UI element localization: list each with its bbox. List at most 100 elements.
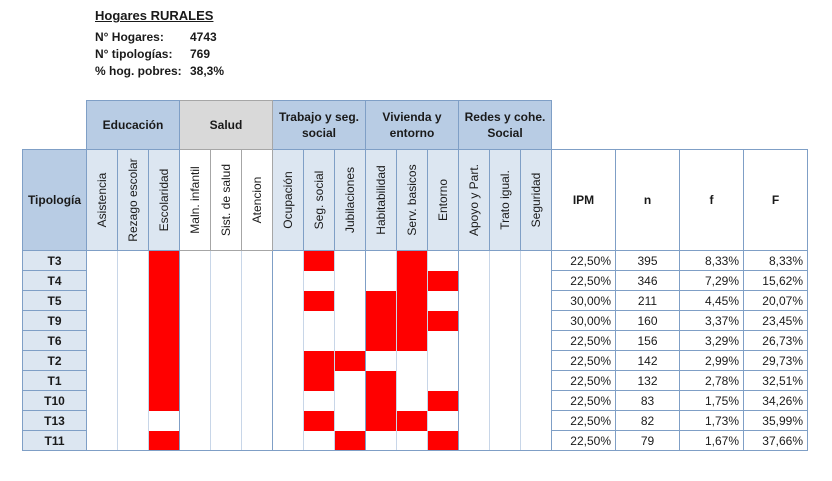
deprivation-cell — [117, 370, 149, 391]
deprivation-cell — [334, 290, 366, 311]
f-cell: 2,78% — [679, 370, 744, 391]
summary-value: 38,3% — [190, 64, 225, 78]
summary-row: % hog. pobres: 38,3% — [95, 63, 224, 80]
f-cell: 7,29% — [679, 270, 744, 291]
deprivation-cell — [241, 390, 273, 411]
dimension-header: Asistencia — [86, 149, 118, 251]
deprivation-cell — [396, 350, 428, 371]
cumulative-f-cell: 20,07% — [743, 290, 808, 311]
deprivation-cell — [334, 270, 366, 291]
corner-blank — [23, 101, 87, 150]
tipologia-cell: T3 — [22, 250, 87, 271]
poverty-typology-table: Educación Salud Trabajo y seg. social Vivie… — [22, 100, 808, 451]
deprivation-cell — [520, 350, 552, 371]
deprivation-cell — [86, 390, 118, 411]
deprivation-cell — [458, 390, 490, 411]
deprivation-mark — [365, 370, 397, 391]
tipologia-cell: T11 — [22, 430, 87, 451]
deprivation-cell — [303, 430, 335, 451]
group-header: Educación — [86, 100, 180, 150]
deprivation-cell — [489, 350, 521, 371]
ipm-cell: 22,50% — [551, 410, 616, 431]
deprivation-cell — [241, 330, 273, 351]
deprivation-mark — [427, 310, 459, 331]
deprivation-mark — [148, 250, 180, 271]
deprivation-cell — [241, 430, 273, 451]
deprivation-mark — [427, 430, 459, 451]
summary-row: N° Hogares: 4743 — [95, 29, 224, 46]
deprivation-cell — [489, 390, 521, 411]
cumulative-f-cell: 26,73% — [743, 330, 808, 351]
ipm-cell: 22,50% — [551, 430, 616, 451]
table-row: T13 22,50% 82 1,73% 35,99% — [22, 410, 808, 431]
deprivation-mark — [148, 270, 180, 291]
stat-group-blank — [744, 101, 808, 150]
ipm-cell: 22,50% — [551, 350, 616, 371]
ipm-cell: 22,50% — [551, 270, 616, 291]
deprivation-cell — [427, 410, 459, 431]
deprivation-cell — [86, 330, 118, 351]
f-cell: 1,73% — [679, 410, 744, 431]
deprivation-cell — [117, 250, 149, 271]
deprivation-cell — [458, 250, 490, 271]
deprivation-cell — [117, 290, 149, 311]
dimension-header: Seguridad — [520, 149, 552, 251]
deprivation-cell — [148, 410, 180, 431]
dimension-label: Apoyo y Part. — [467, 163, 481, 237]
dimension-header: Jubilaciones — [334, 149, 366, 251]
deprivation-mark — [396, 250, 428, 271]
f-cell: 8,33% — [679, 250, 744, 271]
deprivation-cell — [365, 250, 397, 271]
cumulative-f-cell: 35,99% — [743, 410, 808, 431]
group-header: Vivienda y entorno — [365, 100, 459, 150]
summary-value: 769 — [190, 47, 211, 61]
n-cell: 395 — [615, 250, 680, 271]
deprivation-cell — [303, 270, 335, 291]
deprivation-cell — [241, 310, 273, 331]
n-cell: 346 — [615, 270, 680, 291]
deprivation-cell — [427, 350, 459, 371]
deprivation-mark — [303, 370, 335, 391]
summary-value: 4743 — [190, 30, 217, 44]
deprivation-cell — [272, 250, 304, 271]
deprivation-cell — [86, 310, 118, 331]
deprivation-cell — [210, 330, 242, 351]
deprivation-cell — [489, 410, 521, 431]
summary-label: N° tipologías: — [95, 47, 173, 61]
table-row: T9 30,00% 160 3,37% 23,45% — [22, 310, 808, 331]
dimension-label: Atencion — [250, 176, 264, 224]
deprivation-cell — [179, 330, 211, 351]
deprivation-cell — [86, 350, 118, 371]
deprivation-cell — [86, 270, 118, 291]
dimension-label: Maln. infantil — [188, 166, 202, 234]
dimension-label: Asistencia — [95, 172, 109, 228]
dimension-header: Habitabilidad — [365, 149, 397, 251]
deprivation-cell — [179, 290, 211, 311]
tipologia-cell: T4 — [22, 270, 87, 291]
deprivation-mark — [303, 250, 335, 271]
group-header: Salud — [179, 100, 273, 150]
deprivation-mark — [365, 310, 397, 331]
deprivation-cell — [365, 430, 397, 451]
deprivation-cell — [117, 270, 149, 291]
deprivation-cell — [427, 290, 459, 311]
deprivation-cell — [396, 390, 428, 411]
stat-header: IPM — [551, 149, 616, 251]
deprivation-cell — [334, 410, 366, 431]
deprivation-cell — [520, 370, 552, 391]
deprivation-cell — [489, 270, 521, 291]
deprivation-cell — [117, 330, 149, 351]
deprivation-cell — [117, 350, 149, 371]
cumulative-f-cell: 8,33% — [743, 250, 808, 271]
tipologia-cell: T13 — [22, 410, 87, 431]
dimension-header: Maln. infantil — [179, 149, 211, 251]
deprivation-mark — [148, 390, 180, 411]
deprivation-cell — [489, 430, 521, 451]
deprivation-cell — [272, 350, 304, 371]
deprivation-cell — [458, 370, 490, 391]
stat-group-blank — [552, 101, 616, 150]
deprivation-cell — [489, 310, 521, 331]
tipologia-cell: T9 — [22, 310, 87, 331]
deprivation-mark — [365, 290, 397, 311]
deprivation-cell — [458, 330, 490, 351]
